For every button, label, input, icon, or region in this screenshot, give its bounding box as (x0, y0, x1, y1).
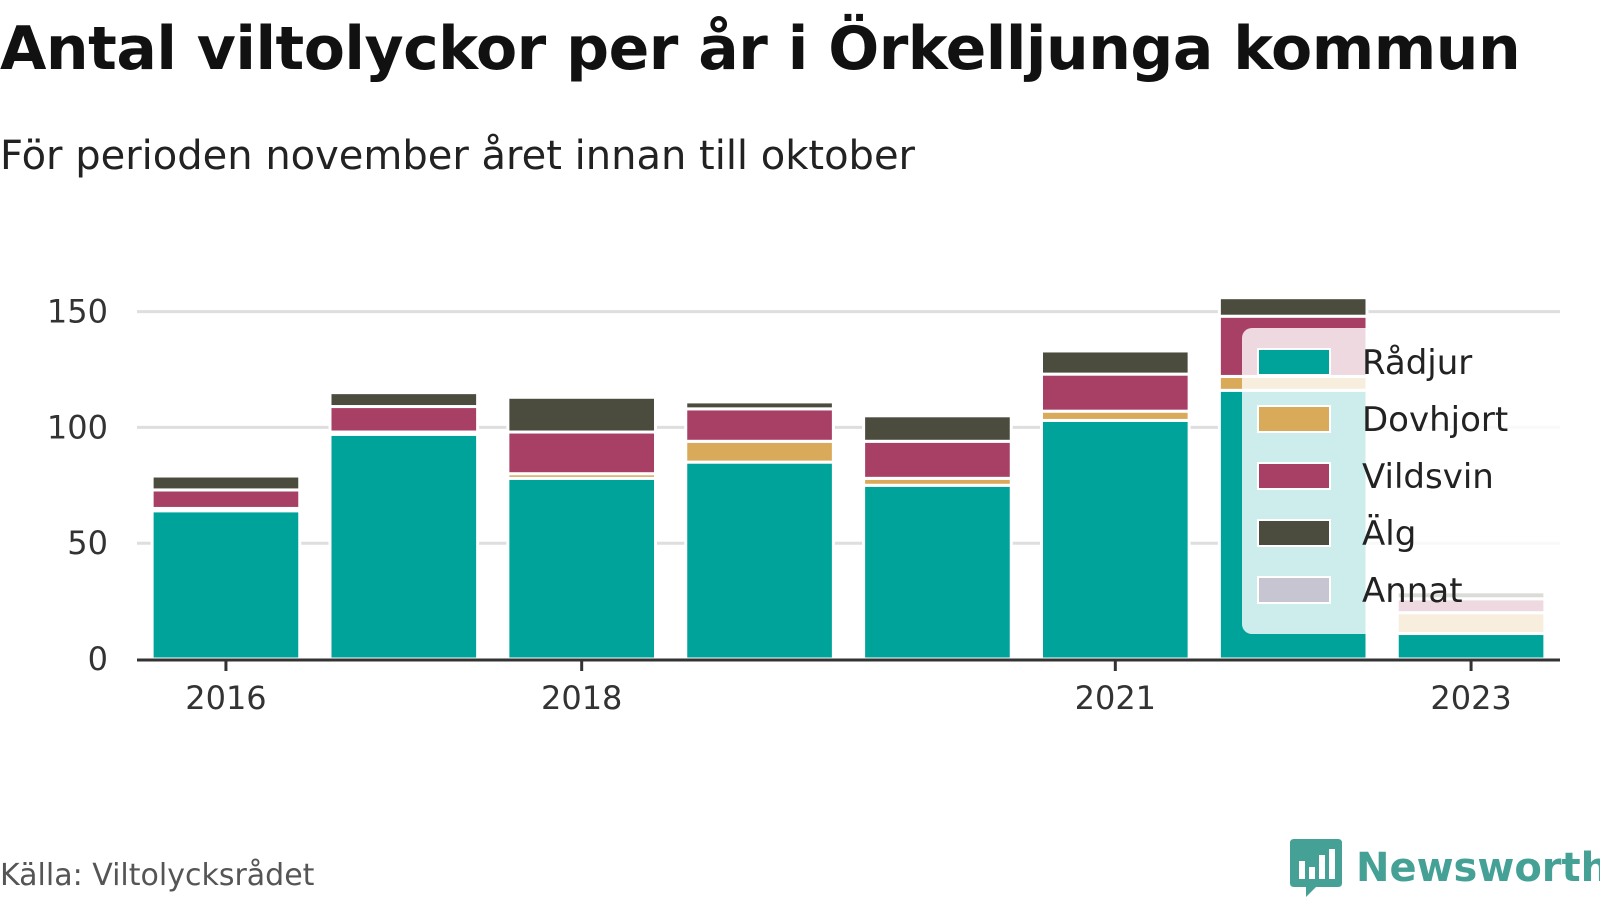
bar-segment (506, 476, 658, 661)
bar-segment (150, 474, 302, 492)
legend-label: Rådjur (1362, 343, 1472, 383)
bar-segment (1217, 296, 1369, 318)
legend: Rådjur Dovhjort Vildsvin Älg Annat (1242, 328, 1560, 634)
bar-segment (862, 483, 1013, 661)
bar-segment (862, 439, 1013, 480)
y-tick-label: 50 (67, 524, 108, 562)
brand-logo[interactable]: Newsworthy (1290, 838, 1600, 898)
bar-segment (150, 488, 302, 510)
bar-segment (684, 439, 835, 464)
legend-swatch (1257, 405, 1331, 433)
legend-swatch (1257, 576, 1331, 604)
x-tick-label: 2018 (541, 679, 622, 717)
bar-segment (1395, 632, 1547, 661)
bar-segment (684, 460, 835, 661)
legend-label: Dovhjort (1362, 400, 1508, 440)
bar-segment (328, 432, 480, 661)
bar-chart-speech-bubble-icon (1290, 839, 1342, 897)
bar-segment (328, 405, 480, 434)
bar-segment (1039, 349, 1191, 376)
legend-swatch (1257, 462, 1331, 490)
legend-label: Vildsvin (1362, 457, 1494, 497)
chart-title: Antal viltolyckor per år i Örkelljunga k… (0, 14, 1521, 84)
legend-swatch (1257, 519, 1331, 547)
bar-segment (328, 391, 480, 409)
bar-segment (150, 509, 302, 661)
stacked-bar-chart: 0 50 100 150 2016 2018 2021 2023 Rådjur Dovhjort… (47, 293, 1560, 717)
legend-label: Älg (1362, 514, 1416, 554)
legend-label: Annat (1362, 571, 1463, 611)
bar-segment (684, 407, 835, 443)
bar-segment (506, 395, 658, 434)
bar-segment (862, 414, 1013, 443)
axes: 0 50 100 150 2016 2018 2021 2023 (47, 293, 1560, 717)
legend-box (1242, 328, 1560, 634)
chart-subtitle: För perioden november året innan till ok… (0, 133, 915, 179)
brand-name: Newsworthy (1356, 845, 1600, 891)
bar-segment (684, 400, 835, 411)
legend-swatch (1257, 348, 1331, 376)
x-tick-label: 2016 (185, 679, 266, 717)
bar-segment (1039, 418, 1191, 661)
source-note: Källa: Viltolycksrådet (0, 858, 315, 893)
y-tick-label: 0 (88, 640, 108, 678)
y-tick-label: 150 (47, 293, 108, 331)
x-tick-label: 2023 (1430, 679, 1511, 717)
bar-segment (1039, 372, 1191, 413)
bar-segment (506, 430, 658, 476)
x-tick-label: 2021 (1075, 679, 1156, 717)
y-tick-label: 100 (47, 408, 108, 446)
